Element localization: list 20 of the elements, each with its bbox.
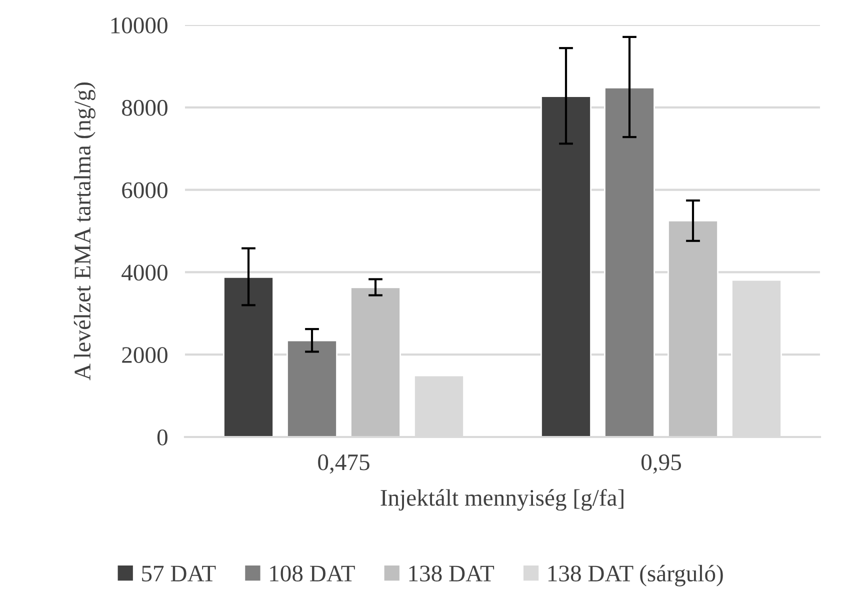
bar	[540, 96, 592, 437]
bar	[668, 220, 718, 437]
x-tick-label: 0,475	[318, 454, 370, 474]
y-tick-label: 10000	[111, 17, 168, 34]
y-tick-label: 2000	[122, 347, 168, 364]
y-tick-label: 6000	[122, 182, 168, 198]
y-tick-label: 0	[157, 429, 168, 446]
x-axis-title: Injektált mennyiség [g/fa]	[380, 488, 624, 511]
legend-label: 138 DAT	[409, 566, 494, 582]
legend-label: 57 DAT	[142, 566, 216, 582]
bar	[350, 286, 401, 437]
legend-label: 138 DAT (sárguló)	[548, 564, 723, 586]
bar	[286, 340, 338, 437]
y-tick-label: 8000	[122, 100, 168, 116]
bar	[223, 276, 274, 437]
y-axis-title: A levélzet EMA tartalma (ng/g)	[74, 82, 96, 380]
bar	[604, 86, 655, 437]
legend-label: 108 DAT	[270, 566, 355, 582]
y-tick-label: 4000	[122, 264, 168, 281]
x-tick-label: 0,95	[641, 454, 681, 474]
